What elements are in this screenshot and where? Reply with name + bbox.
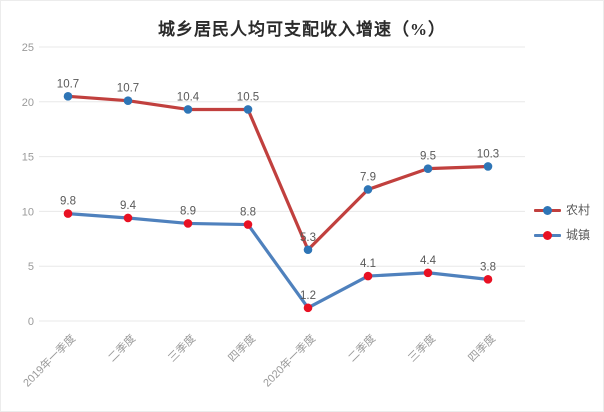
- rural-data-label: 10.7: [57, 78, 79, 90]
- urban-data-point: [363, 271, 373, 281]
- rural-data-point: [123, 96, 133, 106]
- legend-label-urban: 城镇: [566, 228, 591, 242]
- x-tick-label: 三季度: [165, 331, 198, 364]
- rural-data-point: [303, 245, 313, 255]
- legend-label-rural: 农村: [566, 203, 591, 217]
- rural-data-point: [483, 162, 493, 171]
- urban-data-label: 9.4: [120, 200, 137, 212]
- x-tick-label: 2019年一季度: [20, 331, 78, 389]
- rural-data-point: [423, 164, 433, 173]
- rural-data-label: 9.5: [420, 151, 436, 163]
- rural-line: [66, 94, 490, 252]
- rural-data-point: [183, 105, 193, 114]
- rural-data-point: [363, 185, 373, 194]
- urban-data-label: 3.8: [480, 261, 496, 273]
- rural-data-label: 10.7: [117, 83, 139, 95]
- urban-line-marker-swatch: [534, 231, 561, 240]
- x-tick-label: 二季度: [105, 331, 138, 364]
- rural-data-point: [243, 105, 253, 114]
- x-tick-label: 四季度: [465, 331, 498, 364]
- urban-line: [66, 211, 490, 310]
- urban-data-label: 1.2: [300, 290, 316, 302]
- y-tick-label: 0: [28, 316, 34, 328]
- x-tick-label: 四季度: [225, 331, 258, 364]
- y-tick-label: 15: [22, 152, 34, 164]
- urban-data-label: 8.8: [240, 207, 256, 219]
- urban-data-point: [303, 303, 313, 313]
- legend-item-rural: 农村: [534, 203, 590, 218]
- y-tick-label: 5: [28, 261, 34, 273]
- urban-data-label: 4.4: [420, 255, 437, 267]
- urban-swatch-marker: [543, 231, 552, 240]
- urban-data-label: 8.9: [180, 205, 196, 217]
- y-tick-label: 20: [22, 97, 34, 109]
- legend: 农村 城镇: [534, 203, 590, 243]
- urban-data-point: [183, 219, 193, 228]
- y-tick-label: 10: [22, 206, 34, 218]
- rural-data-label: 5.3: [300, 232, 316, 244]
- urban-data-point: [123, 213, 133, 223]
- chart-title: 城乡居民人均可支配收入增速（%）: [158, 20, 446, 39]
- rural-line-marker-swatch: [534, 206, 561, 215]
- y-tick-label: 25: [22, 42, 34, 54]
- rural-data-point: [63, 92, 73, 101]
- x-tick-label: 三季度: [405, 331, 438, 364]
- x-tick-label: 2020年一季度: [260, 331, 318, 389]
- urban-data-point: [483, 275, 493, 284]
- rural-data-label: 10.5: [237, 91, 259, 103]
- urban-data-point: [243, 220, 253, 229]
- rural-data-label: 7.9: [360, 171, 376, 183]
- rural-data-label: 10.4: [177, 91, 200, 103]
- urban-data-point: [423, 268, 433, 278]
- urban-data-label: 4.1: [360, 258, 376, 270]
- urban-data-label: 9.8: [60, 196, 76, 208]
- urban-data-point: [63, 209, 73, 218]
- legend-item-urban: 城镇: [534, 228, 590, 243]
- x-tick-label: 二季度: [345, 331, 378, 364]
- rural-swatch-marker: [543, 206, 552, 215]
- rural-data-label: 10.3: [477, 148, 499, 160]
